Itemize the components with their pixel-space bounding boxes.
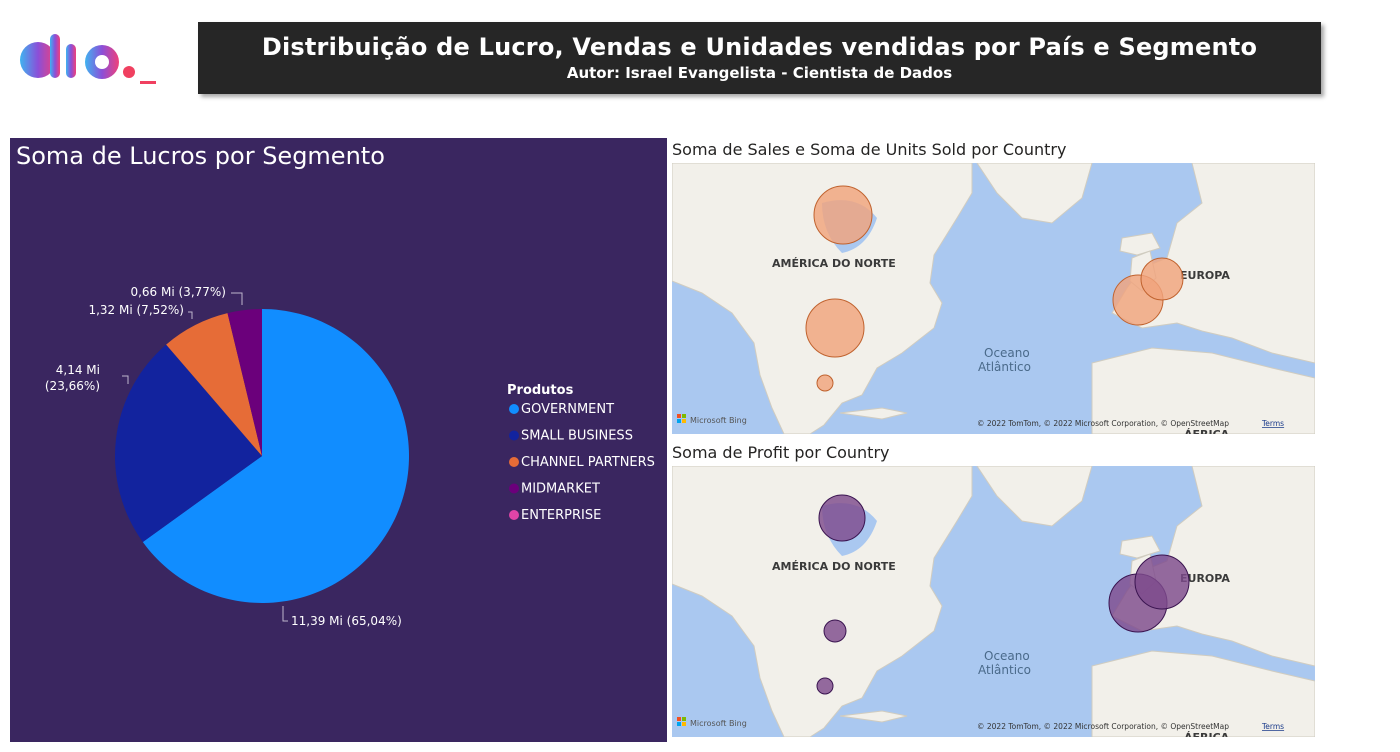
pie-slice-government[interactable] xyxy=(142,309,409,603)
profit-by-segment-panel[interactable]: Soma de Lucros por Segmento 11,39 Mi (65… xyxy=(10,138,667,742)
pie-data-label: 0,66 Mi (3,77%) xyxy=(130,285,226,299)
microsoft-bing-logo xyxy=(677,414,686,423)
pie-leader-line xyxy=(188,311,193,319)
atlantic-label: Atlântico xyxy=(978,360,1031,374)
sales-map-title: Soma de Sales e Soma de Units Sold por C… xyxy=(672,140,1067,159)
country-bubble-united-states[interactable] xyxy=(823,619,847,643)
greenland-landmass xyxy=(976,466,1093,527)
legend-marker-midmarket xyxy=(509,483,519,494)
map-attribution[interactable]: © 2022 TomTom, © 2022 Microsoft Corporat… xyxy=(977,722,1229,731)
map-attribution[interactable]: © 2022 TomTom, © 2022 Microsoft Corporat… xyxy=(977,419,1229,428)
country-bubble-germany[interactable] xyxy=(1140,257,1184,301)
greenland-landmass xyxy=(976,163,1093,224)
profit-map-title: Soma de Profit por Country xyxy=(672,443,890,462)
legend-marker-channel-partners xyxy=(509,457,519,467)
caribbean-landmass xyxy=(839,710,908,723)
north-america-label: AMÉRICA DO NORTE xyxy=(772,560,896,573)
legend-item-enterprise[interactable]: ENTERPRISE xyxy=(521,508,601,523)
map-terms-link[interactable]: Terms xyxy=(1261,419,1284,428)
report-header: Distribuição de Lucro, Vendas e Unidades… xyxy=(198,22,1321,94)
north-america-landmass xyxy=(672,466,973,737)
map-terms-link[interactable]: Terms xyxy=(1261,722,1284,731)
pie-leader-line xyxy=(282,606,288,622)
country-bubble-canada[interactable] xyxy=(813,185,873,245)
pie-data-label: 1,32 Mi (7,52%) xyxy=(88,303,184,317)
legend-item-small-business[interactable]: SMALL BUSINESS xyxy=(521,429,633,444)
country-bubble-mexico[interactable] xyxy=(816,677,834,695)
africa-label: ÁFRICA xyxy=(1184,428,1230,434)
pie-data-label: 4,14 Mi (23,66%) xyxy=(45,363,100,393)
europe-label: EUROPA xyxy=(1180,269,1230,282)
europe-landmass xyxy=(1111,163,1315,364)
legend-item-channel-partners[interactable]: CHANNEL PARTNERS xyxy=(521,455,655,470)
dio-logo xyxy=(14,30,164,90)
map-provider: Microsoft Bing xyxy=(690,416,747,425)
country-bubble-germany[interactable] xyxy=(1134,554,1190,610)
legend-marker-small-business xyxy=(509,430,519,441)
legend-marker-enterprise xyxy=(509,510,519,520)
africa-label: ÁFRICA xyxy=(1184,731,1230,737)
pie-leader-line xyxy=(122,375,129,384)
pie-chart-title: Soma de Lucros por Segmento xyxy=(16,142,385,170)
pie-chart[interactable]: 11,39 Mi (65,04%) 4,14 Mi (23,66%) 1,32 Mi … xyxy=(10,138,667,742)
pie-slice-midmarket[interactable] xyxy=(227,309,262,456)
legend-title: Produtos xyxy=(507,383,574,398)
pie-slice-small-business[interactable] xyxy=(114,344,262,543)
pie-slice-channel-partners[interactable] xyxy=(166,313,262,456)
country-bubble-canada[interactable] xyxy=(818,494,866,542)
report-title: Distribuição de Lucro, Vendas e Unidades… xyxy=(261,33,1258,61)
pie-data-label: 11,39 Mi (65,04%) xyxy=(291,614,402,628)
europe-label: EUROPA xyxy=(1180,572,1230,585)
africa-landmass xyxy=(1091,650,1315,737)
ocean-label: Oceano xyxy=(984,649,1030,663)
pie-leader-line xyxy=(231,292,243,305)
report-subtitle: Autor: Israel Evangelista - Cientista de… xyxy=(566,64,953,82)
legend-marker-government xyxy=(509,404,519,414)
legend-item-midmarket[interactable]: MIDMARKET xyxy=(521,482,600,497)
microsoft-bing-logo xyxy=(677,717,686,726)
country-bubble-united-states[interactable] xyxy=(805,298,865,358)
legend-item-government[interactable]: GOVERNMENT xyxy=(521,402,614,417)
north-america-landmass xyxy=(672,163,973,434)
caribbean-landmass xyxy=(839,407,908,420)
iceland-landmass xyxy=(1119,535,1161,559)
ocean-label: Oceano xyxy=(984,346,1030,360)
atlantic-label: Atlântico xyxy=(978,663,1031,677)
map-provider: Microsoft Bing xyxy=(690,719,747,728)
iceland-landmass xyxy=(1119,232,1161,256)
country-bubble-mexico[interactable] xyxy=(816,374,834,392)
africa-landmass xyxy=(1091,347,1315,434)
north-america-label: AMÉRICA DO NORTE xyxy=(772,257,896,270)
